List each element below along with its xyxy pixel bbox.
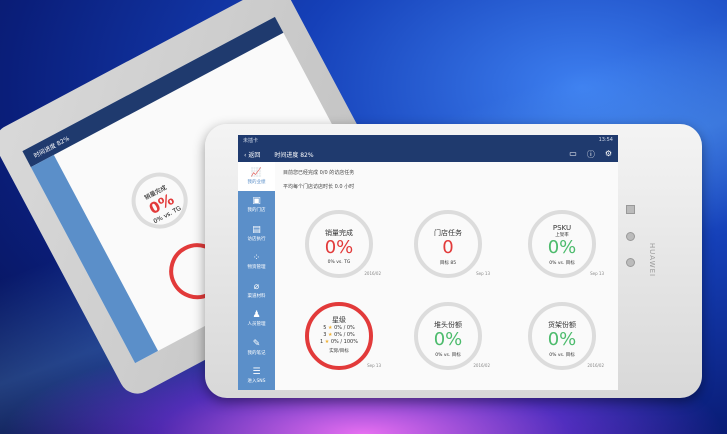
star-icon: ★ bbox=[327, 332, 333, 338]
people-icon: ♟ bbox=[252, 310, 261, 321]
metric-psku[interactable]: PSKU 上架率 0% 0% vs. 目标 Sep 13 bbox=[528, 210, 604, 278]
time-progress: 时间进度 82% bbox=[274, 151, 314, 159]
app-header: ‹ 返回 时间进度 82% ▭ ⓘ ⚙ bbox=[238, 146, 618, 162]
metric-store-tasks[interactable]: 门店任务 0 目标 85 Sep 13 bbox=[414, 210, 490, 278]
paperclip-icon: ⌀ bbox=[253, 281, 260, 292]
brand-logo: HUAWEI bbox=[648, 242, 657, 278]
summary-visits: 目前您已经完成 0/0 的访店任务 bbox=[283, 170, 355, 176]
sidebar-item-visits[interactable]: ▤ 访店执行 bbox=[247, 224, 266, 242]
star-icon: ★ bbox=[324, 339, 330, 345]
back-link[interactable]: ‹ 返回 bbox=[244, 151, 261, 159]
sidebar-item-sns[interactable]: ☰ 进入SNS bbox=[247, 367, 266, 385]
store-icon: ▣ bbox=[252, 196, 261, 207]
sidebar-item-notes[interactable]: ✎ 我的笔记 bbox=[247, 338, 266, 356]
note-icon: ✎ bbox=[252, 338, 261, 349]
back-button[interactable] bbox=[626, 258, 635, 267]
list-icon: ☰ bbox=[252, 367, 261, 378]
metric-display-share[interactable]: 堆头份额 0% 0% vs. 目标 2016/02 bbox=[414, 302, 490, 370]
message-icon[interactable]: ▭ bbox=[569, 148, 577, 158]
sidebar-item-performance[interactable]: 📈 我的业绩 bbox=[238, 162, 275, 191]
metric-shelf-share[interactable]: 货架份额 0% 0% vs. 目标 2016/02 bbox=[528, 302, 604, 370]
app-screen: 未插卡 13:54 ‹ 返回 时间进度 82% ▭ ⓘ ⚙ 📈 我的业绩 ▣ 我的门… bbox=[238, 135, 618, 390]
sidebar-item-staff[interactable]: ♟ 人员管理 bbox=[247, 310, 266, 328]
summary-duration: 平均每个门店访店时长 0.0 小时 bbox=[283, 184, 355, 190]
metric-sales[interactable]: 销量完成 0% 0% vs. TG 2016/02 bbox=[305, 210, 381, 278]
metric-star-rating[interactable]: 星级 5 ★ 0% / 0% 3 ★ 0% / 0% 1 ★ 0% / 100%… bbox=[305, 302, 381, 370]
sidebar: 📈 我的业绩 ▣ 我的门店 ▤ 访店执行 ⁘ 物资管理 ⌀ 渠道材料 ♟ 人员管理 ✎ 我的笔… bbox=[238, 162, 275, 390]
camera bbox=[626, 205, 635, 214]
home-button[interactable] bbox=[626, 232, 635, 241]
sidebar-item-materials[interactable]: ⁘ 物资管理 bbox=[247, 253, 266, 271]
status-bar: 未插卡 13:54 bbox=[238, 135, 618, 146]
sidebar-item-stores[interactable]: ▣ 我的门店 bbox=[247, 196, 266, 214]
help-icon[interactable]: ⓘ bbox=[586, 149, 595, 159]
chart-icon: 📈 bbox=[250, 167, 263, 178]
star-icon: ★ bbox=[327, 325, 333, 331]
grid-icon: ⁘ bbox=[252, 253, 261, 264]
sidebar-item-channel[interactable]: ⌀ 渠道材料 bbox=[247, 281, 266, 299]
settings-icon[interactable]: ⚙ bbox=[604, 148, 612, 158]
clipboard-icon: ▤ bbox=[252, 224, 261, 235]
back-metric: 销量完成 0% 0% vs. TG bbox=[121, 162, 198, 239]
